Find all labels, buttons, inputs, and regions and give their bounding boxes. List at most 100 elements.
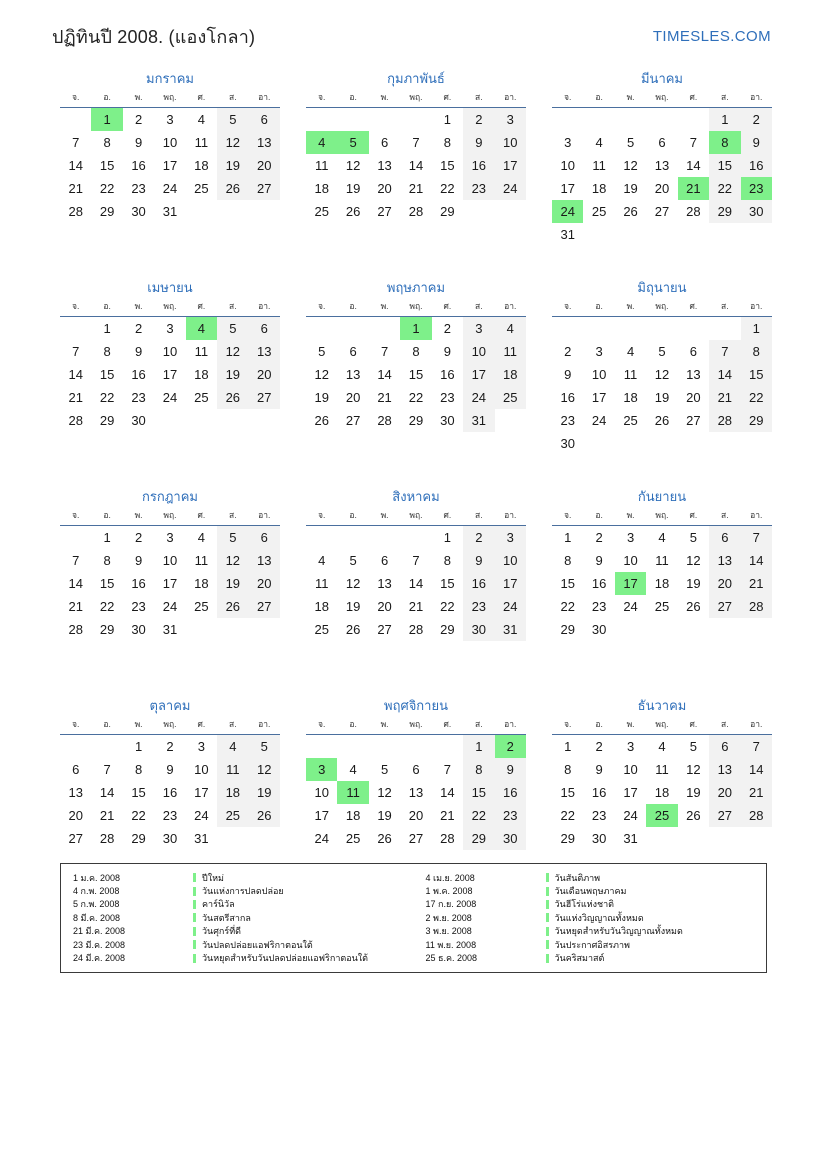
day-cell[interactable]: 20 [248,362,280,386]
day-cell[interactable]: 26 [686,807,701,823]
day-cell[interactable]: 19 [377,807,392,823]
day-cell[interactable]: 12 [314,366,329,382]
day-cell[interactable]: 28 [408,621,424,637]
day-cell[interactable]: 11 [592,157,606,173]
day-cell[interactable]: 22 [99,389,115,405]
day-cell[interactable]: 6 [72,761,80,777]
day-cell[interactable]: 10 [591,366,607,382]
day-cell[interactable]: 29 [408,412,424,428]
day-cell[interactable]: 25 [194,389,209,405]
day-cell[interactable]: 24 [494,594,526,618]
day-cell[interactable]: 25 [345,830,361,846]
day-cell[interactable]: 13 [377,157,392,173]
day-cell[interactable]: 24 [623,598,638,614]
day-cell[interactable]: 16 [131,157,146,173]
day-cell[interactable]: 1 [443,111,452,127]
day-cell[interactable]: 9 [134,134,143,150]
day-cell[interactable]: 5 [318,343,326,359]
day-cell[interactable]: 2 [134,111,143,127]
day-cell[interactable]: 20 [248,153,280,177]
day-cell[interactable]: 9 [134,552,143,568]
day-cell[interactable]: 20 [68,807,83,823]
day-cell[interactable]: 18 [194,157,209,173]
day-cell[interactable]: 10 [560,157,575,173]
day-cell[interactable]: 1 [103,529,111,545]
day-cell[interactable]: 26 [377,830,392,846]
day-cell[interactable]: 26 [345,621,361,637]
day-cell[interactable]: 13 [408,784,424,800]
day-cell[interactable]: 20 [408,807,424,823]
day-cell[interactable]: 27 [345,412,361,428]
day-cell[interactable]: 16 [463,571,495,595]
day-cell[interactable]: 21 [68,598,83,614]
day-cell[interactable]: 25 [194,180,209,196]
day-cell[interactable]: 7 [689,134,698,150]
day-cell[interactable]: 24 [623,807,638,823]
day-cell[interactable]: 10 [623,552,638,568]
day-cell[interactable]: 15 [131,784,146,800]
day-cell[interactable]: 23 [131,389,146,405]
day-cell-holiday[interactable]: 3 [306,757,338,781]
day-cell[interactable]: 28 [740,803,772,827]
day-cell[interactable]: 17 [194,784,209,800]
day-cell[interactable]: 8 [564,552,572,568]
day-cell[interactable]: 7 [412,552,420,568]
day-cell[interactable]: 4 [197,111,206,127]
day-cell[interactable]: 17 [591,389,607,405]
day-cell[interactable]: 30 [131,412,146,428]
day-cell[interactable]: 27 [408,830,424,846]
day-cell[interactable]: 15 [709,153,741,177]
day-cell[interactable]: 31 [623,830,638,846]
day-cell[interactable]: 19 [217,362,249,386]
day-cell[interactable]: 13 [709,548,741,572]
day-cell[interactable]: 7 [72,552,80,568]
day-cell[interactable]: 7 [443,761,452,777]
day-cell[interactable]: 24 [162,389,178,405]
day-cell[interactable]: 28 [68,203,83,219]
day-cell[interactable]: 12 [248,757,280,781]
day-cell[interactable]: 25 [217,803,249,827]
day-cell[interactable]: 29 [560,830,575,846]
day-cell[interactable]: 5 [658,343,666,359]
day-cell[interactable]: 29 [131,830,146,846]
day-cell[interactable]: 7 [72,343,80,359]
day-cell[interactable]: 3 [595,343,603,359]
day-cell[interactable]: 5 [380,761,389,777]
day-cell[interactable]: 14 [68,157,83,173]
day-cell[interactable]: 23 [591,807,607,823]
day-cell[interactable]: 11 [494,339,526,363]
day-cell[interactable]: 10 [463,339,495,363]
day-cell[interactable]: 31 [162,621,178,637]
day-cell-holiday[interactable]: 8 [709,130,741,154]
day-cell[interactable]: 4 [658,738,666,754]
day-cell[interactable]: 8 [740,339,772,363]
day-cell-holiday[interactable]: 4 [306,130,338,154]
day-cell[interactable]: 24 [463,385,495,409]
day-cell[interactable]: 24 [162,598,178,614]
day-cell[interactable]: 8 [443,552,452,568]
day-cell[interactable]: 21 [68,180,83,196]
day-cell[interactable]: 1 [463,734,495,758]
day-cell[interactable]: 18 [314,598,329,614]
day-cell[interactable]: 10 [314,784,329,800]
day-cell[interactable]: 27 [377,621,392,637]
day-cell-holiday[interactable]: 1 [400,316,432,340]
day-cell[interactable]: 10 [194,761,209,777]
day-cell[interactable]: 29 [99,621,115,637]
day-cell[interactable]: 23 [494,803,526,827]
day-cell[interactable]: 11 [194,343,209,359]
day-cell[interactable]: 27 [654,203,670,219]
day-cell[interactable]: 24 [194,807,209,823]
day-cell[interactable]: 17 [494,571,526,595]
day-cell[interactable]: 26 [217,176,249,200]
day-cell[interactable]: 22 [560,598,575,614]
day-cell[interactable]: 26 [217,594,249,618]
day-cell[interactable]: 10 [623,761,638,777]
day-cell[interactable]: 31 [463,408,495,432]
day-cell[interactable]: 10 [494,548,526,572]
day-cell[interactable]: 20 [377,598,392,614]
day-cell[interactable]: 29 [560,621,575,637]
day-cell[interactable]: 16 [740,153,772,177]
day-cell[interactable]: 28 [68,412,83,428]
day-cell[interactable]: 2 [740,107,772,131]
